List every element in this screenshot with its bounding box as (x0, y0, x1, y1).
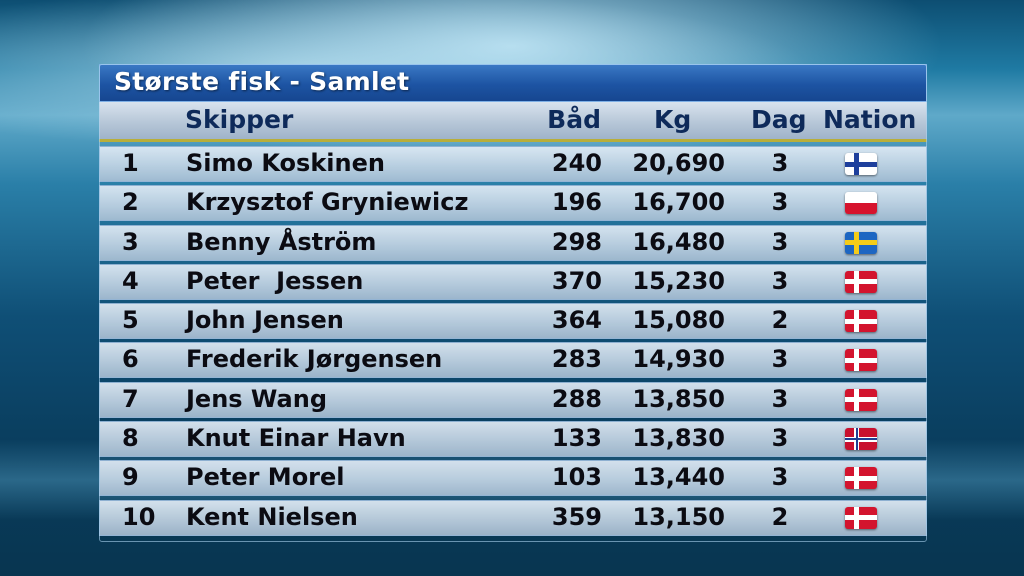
table-row: 1 Simo Koskinen 240 20,690 3 (99, 146, 927, 182)
rank-cell: 8 (122, 424, 139, 453)
rank-cell: 4 (122, 266, 139, 295)
table-row: 9 Peter Morel 103 13,440 3 (99, 460, 927, 497)
kg-cell: 15,230 (632, 266, 725, 295)
leaderboard-title: Største fisk - Samlet (114, 67, 410, 96)
flag-den-icon (845, 310, 877, 333)
header-nation: Nation (823, 105, 917, 134)
kg-cell: 15,080 (632, 306, 725, 335)
skipper-cell: Simo Koskinen (186, 149, 385, 177)
table-row: 5 John Jensen 364 15,080 2 (99, 303, 927, 340)
table-row: 4 Peter Jessen 370 15,230 3 (99, 263, 927, 300)
flag-den-icon (845, 270, 877, 293)
boat-cell: 359 (551, 502, 602, 531)
boat-cell: 196 (551, 188, 602, 217)
table-row: 10 Kent Nielsen 359 13,150 2 (99, 499, 927, 536)
skipper-cell: Krzysztof Gryniewicz (186, 188, 469, 217)
flag-pol-icon (845, 192, 877, 215)
skipper-cell: Jens Wang (186, 384, 328, 413)
day-cell: 3 (771, 345, 789, 374)
kg-cell: 13,850 (632, 384, 725, 413)
skipper-cell: Benny Åström (186, 227, 377, 256)
kg-cell: 20,690 (632, 149, 725, 177)
kg-cell: 13,440 (632, 463, 725, 492)
table-body: 1 Simo Koskinen 240 20,690 3 2 Krzysztof Gryni… (99, 146, 927, 539)
leaderboard-panel: Største fisk - Samlet Skipper Båd Kg Dag… (99, 64, 927, 542)
flag-den-icon (845, 506, 877, 529)
boat-cell: 103 (551, 463, 602, 492)
rank-cell: 10 (122, 502, 156, 531)
rank-cell: 7 (122, 384, 139, 413)
skipper-cell: Frederik Jørgensen (186, 345, 443, 374)
flag-swe-icon (845, 231, 877, 254)
table-row: 2 Krzysztof Gryniewicz 196 16,700 3 (99, 185, 927, 222)
boat-cell: 283 (551, 345, 602, 374)
rank-cell: 1 (122, 149, 139, 177)
header-skipper: Skipper (185, 105, 294, 134)
skipper-cell: Kent Nielsen (186, 502, 358, 531)
skipper-cell: Knut Einar Havn (186, 424, 406, 453)
kg-cell: 14,930 (632, 345, 725, 374)
rank-cell: 6 (122, 345, 139, 374)
kg-cell: 16,480 (632, 227, 725, 256)
skipper-cell: Peter Morel (186, 463, 345, 492)
day-cell: 3 (771, 227, 789, 256)
day-cell: 3 (771, 384, 789, 413)
boat-cell: 298 (551, 227, 602, 256)
boat-cell: 133 (551, 424, 602, 453)
flag-fin-icon (845, 153, 877, 175)
flag-den-icon (845, 388, 877, 411)
flag-den-icon (845, 349, 877, 372)
day-cell: 3 (771, 188, 789, 217)
kg-cell: 13,150 (632, 502, 725, 531)
table-header: Skipper Båd Kg Dag Nation (99, 102, 927, 142)
kg-cell: 13,830 (632, 424, 725, 453)
flag-den-icon (845, 467, 877, 490)
rank-cell: 2 (122, 188, 139, 217)
boat-cell: 370 (551, 266, 602, 295)
rank-cell: 3 (122, 227, 139, 256)
day-cell: 3 (771, 149, 789, 177)
skipper-cell: Peter Jessen (186, 266, 364, 295)
day-cell: 2 (771, 502, 789, 531)
boat-cell: 364 (551, 306, 602, 335)
day-cell: 2 (771, 306, 789, 335)
header-boat: Båd (547, 105, 601, 134)
kg-cell: 16,700 (632, 188, 725, 217)
table-row: 7 Jens Wang 288 13,850 3 (99, 381, 927, 418)
day-cell: 3 (771, 266, 789, 295)
rank-cell: 5 (122, 306, 139, 335)
flag-nor-icon (845, 428, 877, 451)
table-row: 6 Frederik Jørgensen 283 14,930 3 (99, 342, 927, 379)
rank-cell: 9 (122, 463, 139, 492)
skipper-cell: John Jensen (186, 306, 344, 335)
header-kg: Kg (654, 105, 692, 134)
table-row: 3 Benny Åström 298 16,480 3 (99, 224, 927, 261)
table-row: 8 Knut Einar Havn 133 13,830 3 (99, 421, 927, 458)
title-bar: Største fisk - Samlet (99, 64, 927, 102)
boat-cell: 288 (551, 384, 602, 413)
boat-cell: 240 (551, 149, 602, 177)
header-day: Dag (751, 105, 807, 134)
day-cell: 3 (771, 463, 789, 492)
day-cell: 3 (771, 424, 789, 453)
